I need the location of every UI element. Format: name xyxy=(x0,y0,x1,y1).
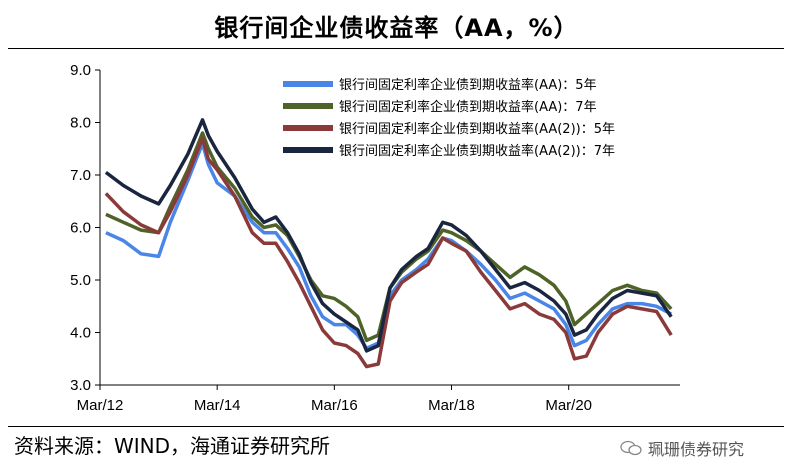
y-tick-label: 8.0 xyxy=(70,115,91,132)
series-lines xyxy=(104,118,673,369)
x-tick-label: Mar/14 xyxy=(194,397,241,414)
legend-label: 银行间固定利率企业债到期收益率(AA(2))：7年 xyxy=(339,143,615,159)
y-tick-label: 7.0 xyxy=(70,167,91,184)
y-tick-label: 9.0 xyxy=(70,62,91,79)
chart-title: 银行间企业债收益率（AA，%） xyxy=(214,14,579,42)
y-tick-label: 3.0 xyxy=(70,377,91,394)
axes: 3.0 4.0 5.0 6.0 7.0 8.0 9.0 Mar/12 Mar/14 Mar/16 M… xyxy=(70,62,680,414)
series-line-3 xyxy=(104,136,673,369)
y-tick-label: 5.0 xyxy=(70,272,91,289)
x-tick-label: Mar/18 xyxy=(428,397,475,414)
legend: 银行间固定利率企业债到期收益率(AA)：5年银行间固定利率企业债到期收益率(AA… xyxy=(283,77,615,159)
source-note: 资料来源：WIND，海通证券研究所 xyxy=(14,434,331,458)
watermark: 珮珊债券研究 xyxy=(620,436,744,460)
y-tick-label: 6.0 xyxy=(70,220,91,237)
watermark-text: 珮珊债券研究 xyxy=(648,440,745,459)
legend-label: 银行间固定利率企业债到期收益率(AA(2))：5年 xyxy=(339,121,615,137)
series-line-4 xyxy=(104,118,673,353)
x-tick-label: Mar/20 xyxy=(545,397,592,414)
footer-divider xyxy=(8,426,784,427)
legend-label: 银行间固定利率企业债到期收益率(AA)：5年 xyxy=(339,77,597,93)
y-tick-label: 4.0 xyxy=(70,325,91,342)
x-tick-label: Mar/16 xyxy=(311,397,358,414)
legend-label: 银行间固定利率企业债到期收益率(AA)：7年 xyxy=(339,99,597,115)
title-divider xyxy=(8,48,784,49)
x-tick-label: Mar/12 xyxy=(77,397,124,414)
wechat-icon xyxy=(620,440,642,456)
